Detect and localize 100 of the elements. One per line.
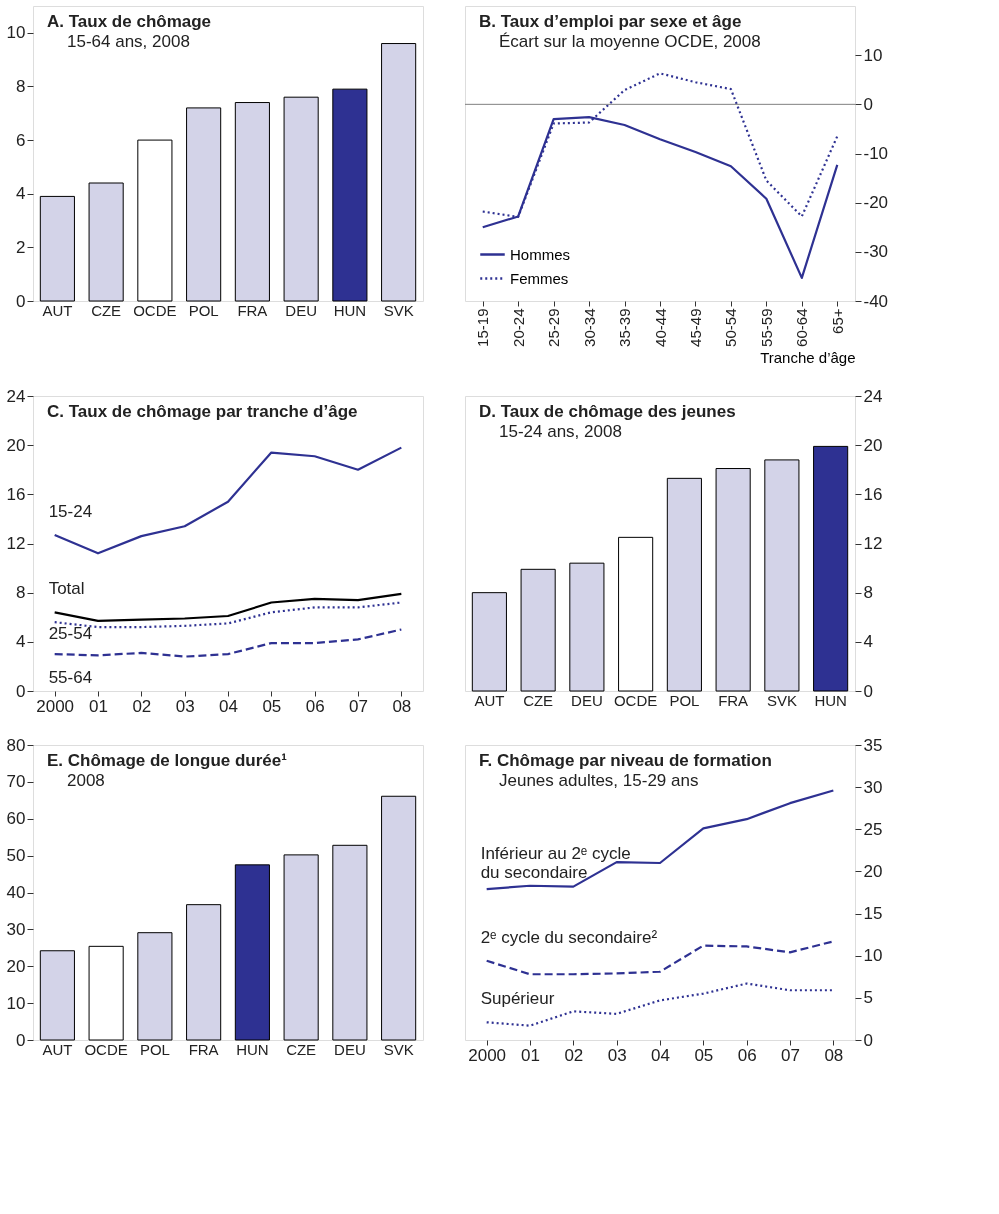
series-label: 55-64 [48,668,93,688]
x-tick-label: 01 [89,696,108,716]
x-tick-label: 40-44 [651,308,669,347]
y-tick-label: 50 [6,846,26,866]
y-tick-label: 30 [863,777,883,797]
x-tick-label: 05 [694,1045,714,1065]
text: Écart sur la moyenne OCDE, 2008 [499,32,761,51]
x-tick-label: 2000 [36,696,75,716]
x-tick-label: DEU [571,691,603,709]
y-tick-label: 0 [863,1030,873,1050]
x-tick-label: CZE [91,301,122,319]
line-series [53,592,403,623]
x-tick-label: 20-24 [509,308,527,347]
y-tick-label: 0 [863,681,873,701]
y-tick-label: 70 [6,772,26,792]
y-tick-label: 10 [863,946,883,966]
y-tick-label: 20 [6,435,26,455]
x-tick-label: 2000 [468,1045,507,1065]
x-tick-label: 30-34 [580,308,598,347]
x-tick-label: 04 [219,696,238,716]
x-tick-label: 55-59 [757,308,775,347]
y-tick-label: -20 [863,193,889,213]
legend-label: Hommes [510,245,571,263]
y-tick-label: 16 [6,484,26,504]
x-tick-label: 06 [737,1045,757,1065]
x-tick-label: 50-54 [722,308,740,347]
y-tick-label: 25 [863,819,883,839]
x-tick-label: 25-29 [545,308,563,347]
series-label: 25-54 [48,624,93,644]
x-tick-label: POL [188,301,219,319]
x-tick-label: CZE [523,691,554,709]
x-tick-label: 08 [392,696,412,716]
x-tick-label: AUT [42,1040,73,1058]
y-tick-label: 12 [863,534,883,553]
x-tick-label: 07 [349,696,368,716]
bar [332,88,368,302]
y-tick-label: -40 [863,291,889,311]
x-tick-label: FRA [718,691,749,709]
y-tick-label: 10 [6,23,26,43]
x-tick-label: SVK [383,301,414,319]
y-tick-label: 8 [16,76,26,96]
x-tick-label: HUN [236,1040,269,1058]
bar [234,864,270,1041]
y-tick-label: 10 [863,45,883,65]
y-tick-label: 0 [16,291,26,311]
legend-label: Femmes [510,269,569,287]
y-tick-label: 20 [6,956,26,976]
x-tick-label: SVK [766,691,797,709]
chart-title: F. Chômage par niveau de formation [479,751,772,770]
x-tick-label: AUT [42,301,73,319]
x-tick-label: 05 [262,696,282,716]
y-tick-label: 40 [6,883,26,902]
x-tick-label: FRA [237,301,268,319]
y-tick-label: -30 [863,242,889,262]
x-tick-label: OCDE [613,691,658,709]
chart-title: B. Taux d’emploi par sexe et âge [479,12,742,31]
series-label: Supérieur [480,989,555,1009]
x-tick-label: POL [139,1040,170,1058]
y-tick-label: 15 [863,904,883,924]
chart-title: D. Taux de chômage des jeunes [479,402,736,421]
x-tick-label: FRA [188,1040,219,1058]
bar [88,945,124,1041]
y-tick-label: 6 [16,130,26,150]
bar [137,139,173,302]
series-label: 2ᵉ cycle du secondaire² [480,927,658,947]
y-tick-label: -10 [863,144,889,163]
x-tick-label: 60-64 [793,308,811,347]
bar [813,445,849,692]
y-tick-label: 35 [863,735,883,755]
chart-title: E. Chômage de longue durée¹ [47,751,288,770]
x-tick-label: 08 [824,1045,844,1065]
x-tick-label: 03 [175,696,195,716]
y-tick-label: 16 [863,484,883,504]
y-tick-label: 30 [6,919,26,939]
x-tick-label: 15-19 [474,308,492,347]
y-tick-label: 80 [6,735,26,755]
x-axis-title: Tranche d’âge [760,348,856,366]
y-tick-label: 2 [16,237,26,257]
y-tick-label: 24 [6,386,26,406]
x-tick-label: 07 [781,1045,800,1065]
y-tick-label: 20 [863,861,883,881]
text: 15-64 ans, 2008 [67,32,190,51]
y-tick-label: 12 [6,534,26,553]
y-tick-label: 24 [863,386,883,406]
x-tick-label: POL [669,691,700,709]
x-tick-label: 06 [305,696,325,716]
x-tick-label: 45-49 [686,308,704,347]
y-tick-label: 0 [863,94,873,114]
chart-title: C. Taux de chômage par tranche d’âge [47,402,358,421]
text: 2008 [67,771,105,790]
x-tick-label: 01 [521,1045,540,1065]
y-tick-label: 4 [16,632,26,652]
x-tick-label: SVK [383,1040,414,1058]
series-label: 15-24 [48,501,93,521]
x-tick-label: OCDE [84,1040,128,1058]
series-label: Inférieur au 2ᵉ cycle du secondaire [480,844,631,883]
y-tick-label: 0 [16,1030,26,1050]
x-tick-label: DEU [285,301,317,319]
x-tick-label: HUN [333,301,367,319]
x-tick-label: 02 [132,696,152,716]
